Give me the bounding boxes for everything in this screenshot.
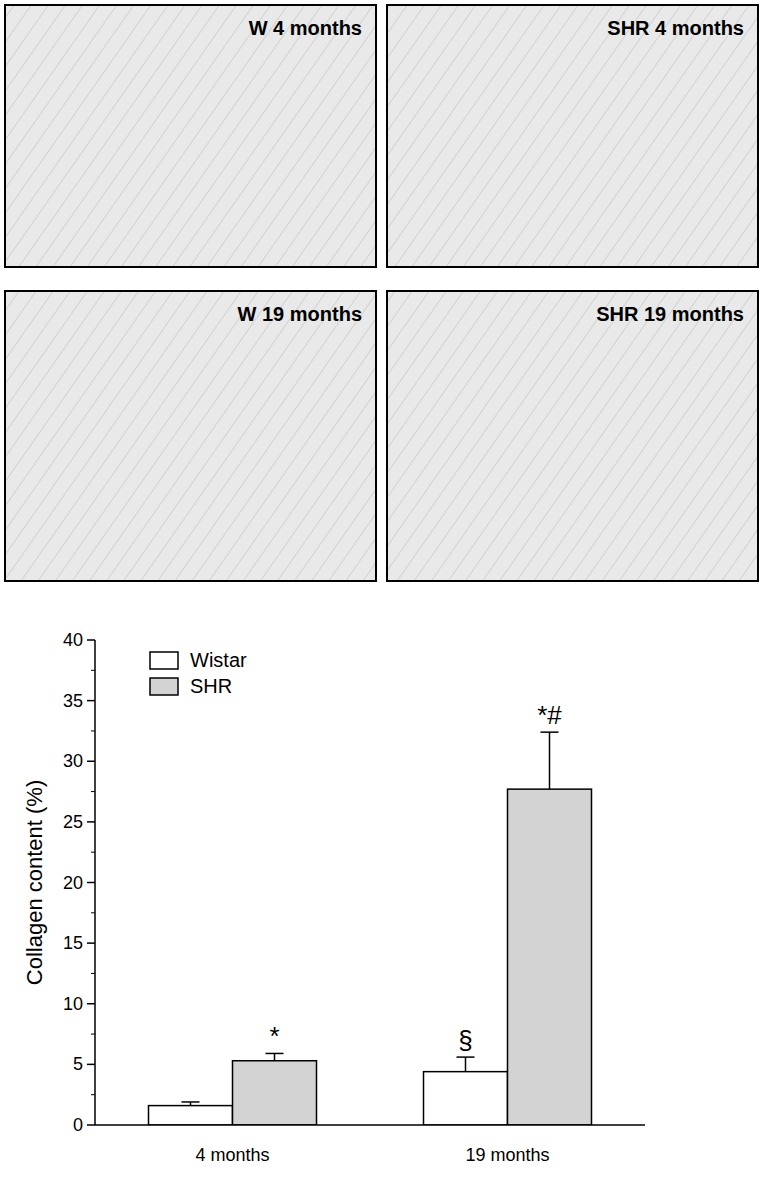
- annotations: § * *#: [269, 700, 562, 1055]
- y-tick: [87, 1064, 95, 1066]
- y-tick-label: 5: [73, 1054, 83, 1074]
- micrograph-panel: W 4 months: [5, 5, 376, 267]
- bar: [233, 1061, 317, 1125]
- y-tick: [87, 821, 95, 823]
- error-bar: [541, 732, 559, 789]
- minor-tick: [91, 791, 95, 792]
- y-tick-label: 40: [63, 630, 83, 650]
- y-axis-title: Collagen content (%): [22, 780, 47, 985]
- y-tick-label: 15: [63, 933, 83, 953]
- panel-label: SHR 4 months: [607, 17, 744, 39]
- significance-label: *: [269, 1021, 279, 1051]
- y-tick: [87, 639, 95, 641]
- micrograph-panel: W 19 months: [5, 291, 376, 581]
- y-tick-label: 10: [63, 994, 83, 1014]
- panel-frame: [387, 291, 758, 581]
- y-tick-label: 20: [63, 873, 83, 893]
- figure: W 4 months SHR 4 months W 19 months SHR 19 …: [0, 0, 765, 1202]
- panel-label: W 19 months: [238, 303, 362, 325]
- minor-tick: [91, 912, 95, 913]
- error-bar: [266, 1053, 284, 1060]
- panel-frame: [5, 5, 376, 267]
- minor-tick: [91, 973, 95, 974]
- y-tick: [87, 1003, 95, 1005]
- minor-tick: [91, 1094, 95, 1095]
- panel-frame: [5, 291, 376, 581]
- x-tick-label: 4 months: [195, 1145, 269, 1165]
- significance-label: §: [458, 1025, 472, 1055]
- error-bar: [182, 1102, 200, 1106]
- significance-label: *#: [537, 700, 562, 730]
- bar: [508, 789, 592, 1125]
- minor-tick: [91, 670, 95, 671]
- legend: Wistar SHR: [150, 649, 247, 697]
- bars: [149, 732, 592, 1125]
- panel-label: SHR 19 months: [596, 303, 744, 325]
- chart: § * *# 0 5 10 15 20 25 30 35 40 4 months 19 months Col…: [22, 630, 645, 1165]
- minor-tick: [91, 730, 95, 731]
- minor-tick: [91, 852, 95, 853]
- legend-label: Wistar: [190, 649, 247, 671]
- y-tick: [87, 761, 95, 763]
- y-tick: [87, 882, 95, 884]
- bar: [149, 1106, 233, 1125]
- y-tick: [87, 942, 95, 944]
- y-tick-label: 0: [73, 1115, 83, 1135]
- legend-swatch: [150, 678, 178, 695]
- x-tick-label: 19 months: [465, 1145, 549, 1165]
- legend-label: SHR: [190, 675, 232, 697]
- legend-swatch: [150, 652, 178, 669]
- x-axis: [95, 1124, 645, 1126]
- y-tick-label: 30: [63, 751, 83, 771]
- y-tick-label: 25: [63, 812, 83, 832]
- panel-frame: [387, 5, 758, 267]
- y-tick-label: 35: [63, 691, 83, 711]
- micrograph-panel: SHR 4 months: [387, 5, 758, 267]
- y-tick: [87, 700, 95, 702]
- minor-tick: [91, 1034, 95, 1035]
- error-bar: [457, 1057, 475, 1072]
- micrograph-panel: SHR 19 months: [387, 291, 758, 581]
- bar: [424, 1072, 508, 1125]
- y-tick: [87, 1124, 95, 1126]
- panel-label: W 4 months: [249, 17, 362, 39]
